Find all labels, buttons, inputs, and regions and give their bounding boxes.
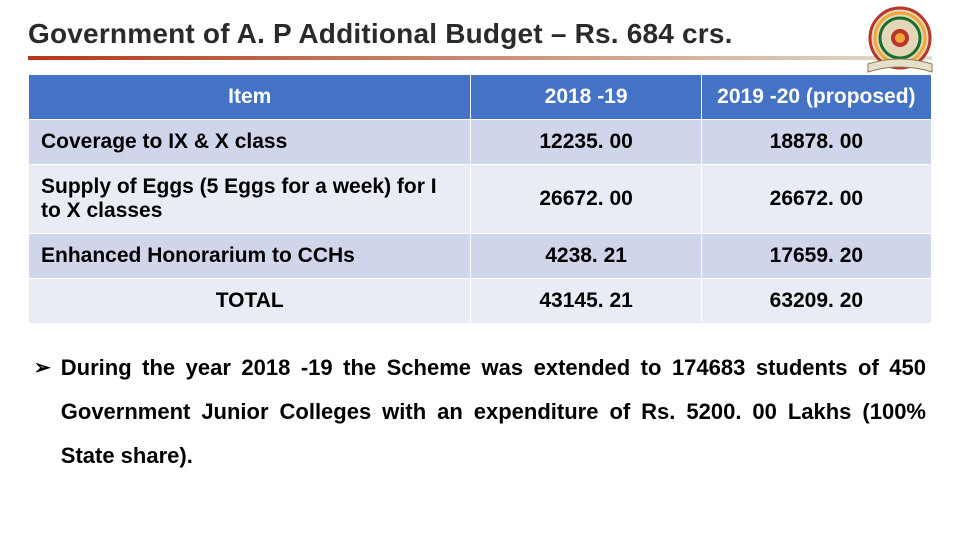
budget-table: Item 2018 -19 2019 -20 (proposed) Covera… xyxy=(28,74,932,324)
col-header-item: Item xyxy=(29,75,471,120)
cell-2018-19-total: 43145. 21 xyxy=(471,279,701,324)
note-text: During the year 2018 -19 the Scheme was … xyxy=(61,346,926,478)
col-header-2018-19: 2018 -19 xyxy=(471,75,701,120)
cell-2019-20: 26672. 00 xyxy=(701,165,931,234)
cell-item: Enhanced Honorarium to CCHs xyxy=(29,234,471,279)
notes-section: ➢ During the year 2018 -19 the Scheme wa… xyxy=(28,346,932,478)
table-row: Supply of Eggs (5 Eggs for a week) for I… xyxy=(29,165,932,234)
table-row-total: TOTAL 43145. 21 63209. 20 xyxy=(29,279,932,324)
title-underline xyxy=(28,56,932,60)
cell-item: Supply of Eggs (5 Eggs for a week) for I… xyxy=(29,165,471,234)
page-title: Government of A. P Additional Budget – R… xyxy=(28,18,932,50)
cell-item: Coverage to IX & X class xyxy=(29,120,471,165)
cell-2019-20-total: 63209. 20 xyxy=(701,279,931,324)
col-header-2019-20: 2019 -20 (proposed) xyxy=(701,75,931,120)
slide-root: Government of A. P Additional Budget – R… xyxy=(0,0,960,540)
table-row: Coverage to IX & X class 12235. 00 18878… xyxy=(29,120,932,165)
cell-2018-19: 12235. 00 xyxy=(471,120,701,165)
table-row: Enhanced Honorarium to CCHs 4238. 21 176… xyxy=(29,234,932,279)
cell-2019-20: 18878. 00 xyxy=(701,120,931,165)
cell-2019-20: 17659. 20 xyxy=(701,234,931,279)
table-body: Coverage to IX & X class 12235. 00 18878… xyxy=(29,120,932,324)
state-emblem-icon xyxy=(860,6,940,78)
cell-item-total: TOTAL xyxy=(29,279,471,324)
cell-2018-19: 26672. 00 xyxy=(471,165,701,234)
bullet-marker-icon: ➢ xyxy=(34,346,51,390)
table-header-row: Item 2018 -19 2019 -20 (proposed) xyxy=(29,75,932,120)
cell-2018-19: 4238. 21 xyxy=(471,234,701,279)
note-bullet: ➢ During the year 2018 -19 the Scheme wa… xyxy=(34,346,926,478)
